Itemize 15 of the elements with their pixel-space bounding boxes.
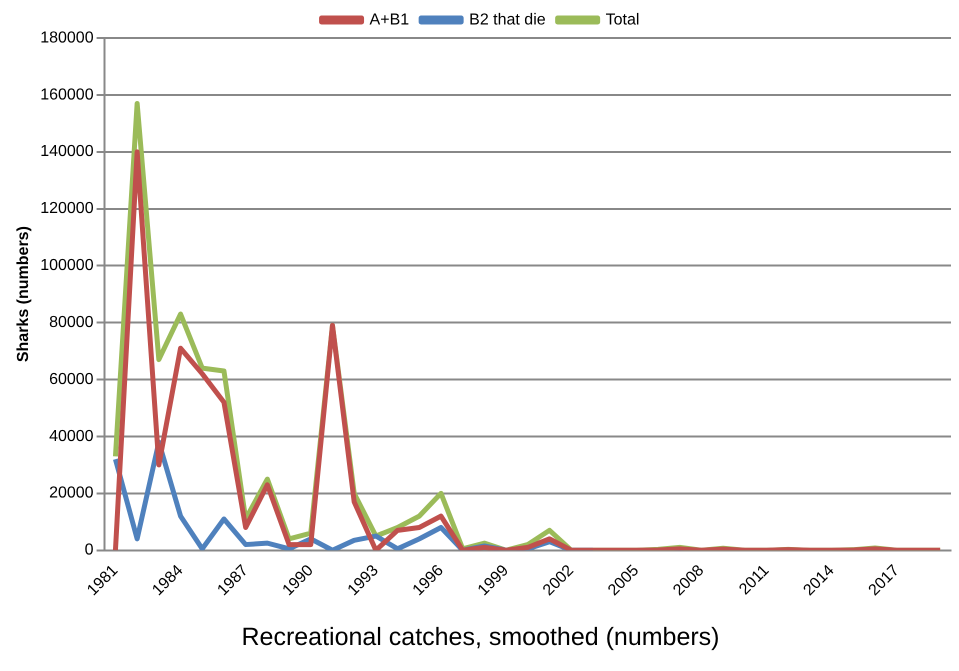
y-tick-label: 0: [84, 542, 94, 559]
y-tick-label: 40000: [49, 428, 94, 445]
y-tick-label: 160000: [40, 86, 94, 104]
y-tick-label: 100000: [40, 257, 94, 274]
legend-label: Total: [606, 11, 640, 28]
y-tick-label: 80000: [49, 314, 94, 331]
y-tick-label: 20000: [49, 484, 94, 502]
y-axis-title: Sharks (numbers): [15, 226, 32, 362]
legend-label: B2 that die: [469, 11, 546, 28]
legend-label: A+B1: [370, 11, 410, 28]
y-tick-label: 180000: [40, 29, 94, 46]
y-tick-label: 120000: [40, 200, 94, 218]
text: Recreational catches, smoothed (numbers): [241, 622, 720, 651]
y-tick-label: 140000: [40, 143, 94, 160]
y-tick-label: 60000: [49, 370, 94, 388]
